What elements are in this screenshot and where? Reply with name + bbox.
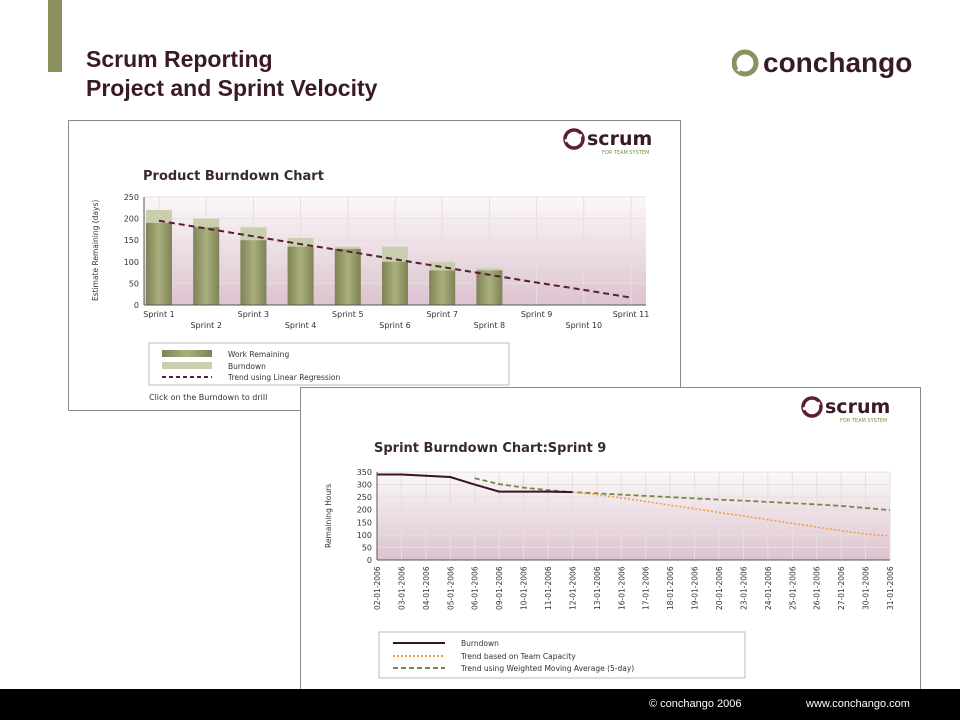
product-y-tick-label: 150 <box>124 236 139 245</box>
legend-label-wma: Trend using Weighted Moving Average (5-d… <box>460 664 634 673</box>
work-remaining-bar[interactable] <box>334 248 361 305</box>
title-line-1: Scrum Reporting <box>86 46 273 72</box>
product-x-tick-label: Sprint 5 <box>332 310 364 319</box>
sprint-x-tick-label: 24-01-2006 <box>764 566 773 610</box>
burndown-line <box>377 473 573 494</box>
sprint-x-tick-label: 11-01-2006 <box>544 566 553 610</box>
sprint-x-tick-label: 02-01-2006 <box>373 566 382 610</box>
legend-swatch-burndown <box>162 362 212 369</box>
scrum-badge-subtext: FOR TEAM SYSTEM <box>602 150 649 156</box>
sprint-x-tick-label: 05-01-2006 <box>446 566 455 610</box>
conchango-logo-mark-icon <box>732 49 759 77</box>
sprint-chart-title: Sprint Burndown Chart:Sprint 9 <box>374 441 606 456</box>
product-x-tick-label: Sprint 8 <box>474 321 506 330</box>
product-x-tick-label: Sprint 4 <box>285 321 317 330</box>
product-x-tick-label: Sprint 7 <box>426 310 458 319</box>
work-remaining-bar[interactable] <box>146 222 172 305</box>
legend-label-trend: Trend using Linear Regression <box>227 373 341 382</box>
product-y-tick-label: 200 <box>124 215 139 224</box>
sprint-x-tick-label: 18-01-2006 <box>666 566 675 610</box>
footer-copyright: © conchango 2006 <box>649 698 742 710</box>
scrum-badge: scrum FOR TEAM SYSTEM <box>563 128 652 156</box>
sprint-y-tick-label: 300 <box>357 481 372 490</box>
scrum-logo-icon <box>563 128 585 150</box>
work-remaining-bar[interactable] <box>287 246 314 305</box>
page-title: Scrum Reporting Project and Sprint Veloc… <box>86 45 377 103</box>
sprint-y-tick-label: 350 <box>357 468 372 477</box>
scrum-badge: scrum FOR TEAM SYSTEM <box>801 396 890 424</box>
product-x-tick-label: Sprint 11 <box>613 310 650 319</box>
sprint-y-axis-label: Remaining Hours <box>324 484 333 548</box>
scrum-badge-text: scrum <box>587 128 652 150</box>
product-x-tick-label: Sprint 10 <box>565 321 602 330</box>
sprint-burndown-panel: scrum FOR TEAM SYSTEM Sprint Burndown Ch… <box>300 387 921 691</box>
work-remaining-bar[interactable] <box>193 227 220 305</box>
legend-swatch-work-remaining <box>162 350 212 357</box>
scrum-badge-text: scrum <box>825 396 890 418</box>
legend-label-work-remaining: Work Remaining <box>228 350 289 359</box>
sprint-x-tick-label: 23-01-2006 <box>739 566 748 610</box>
conchango-logo-text: conchango <box>763 47 912 78</box>
product-y-tick-label: 250 <box>124 193 139 202</box>
footer-bar: © conchango 2006 www.conchango.com <box>0 689 960 720</box>
drill-hint-text[interactable]: Click on the Burndown to drill <box>149 393 267 402</box>
product-y-axis-label: Estimate Remaining (days) <box>91 200 100 301</box>
wma-trend-line <box>474 477 891 512</box>
sprint-x-tick-label: 31-01-2006 <box>886 566 895 610</box>
footer-url[interactable]: www.conchango.com <box>806 698 910 710</box>
accent-bar <box>48 0 62 72</box>
product-y-tick-label: 50 <box>129 279 139 288</box>
sprint-y-tick-label: 50 <box>362 543 372 552</box>
sprint-plot-area <box>377 472 890 560</box>
sprint-x-tick-label: 09-01-2006 <box>495 566 504 610</box>
sprint-x-tick-label: 26-01-2006 <box>813 566 822 610</box>
legend-label-sprint-burndown: Burndown <box>461 639 499 648</box>
legend-label-burndown: Burndown <box>228 362 266 371</box>
sprint-y-tick-label: 100 <box>357 531 372 540</box>
product-x-tick-label: Sprint 6 <box>379 321 411 330</box>
product-y-tick-label: 0 <box>134 301 139 310</box>
sprint-x-tick-label: 03-01-2006 <box>397 566 406 610</box>
sprint-y-tick-label: 0 <box>367 556 372 565</box>
scrum-logo-icon <box>801 396 823 418</box>
sprint-x-tick-label: 10-01-2006 <box>520 566 529 610</box>
sprint-x-tick-label: 13-01-2006 <box>593 566 602 610</box>
work-remaining-bar[interactable] <box>240 240 267 305</box>
sprint-x-tick-label: 06-01-2006 <box>471 566 480 610</box>
sprint-x-tick-label: 30-01-2006 <box>862 566 871 610</box>
sprint-x-tick-label: 20-01-2006 <box>715 566 724 610</box>
product-x-tick-label: Sprint 2 <box>190 321 222 330</box>
product-chart-title: Product Burndown Chart <box>143 169 324 184</box>
product-x-tick-label: Sprint 1 <box>143 310 175 319</box>
sprint-x-tick-label: 16-01-2006 <box>617 566 626 610</box>
work-remaining-bar[interactable] <box>382 261 408 305</box>
scrum-badge-subtext: FOR TEAM SYSTEM <box>840 418 887 424</box>
product-x-tick-label: Sprint 3 <box>238 310 270 319</box>
sprint-burndown-chart[interactable]: scrum FOR TEAM SYSTEM Sprint Burndown Ch… <box>301 388 920 690</box>
sprint-legend: Burndown Trend based on Team Capacity Tr… <box>378 631 746 679</box>
work-remaining-bar[interactable] <box>429 270 456 305</box>
product-burndown-panel: scrum FOR TEAM SYSTEM Product Burndown C… <box>68 120 681 411</box>
sprint-x-tick-label: 27-01-2006 <box>837 566 846 610</box>
product-y-tick-label: 100 <box>124 258 139 267</box>
title-line-2: Project and Sprint Velocity <box>86 75 378 101</box>
product-x-tick-label: Sprint 9 <box>521 310 553 319</box>
capacity-trend-line <box>572 491 891 537</box>
sprint-x-tick-label: 04-01-2006 <box>422 566 431 610</box>
sprint-y-tick-label: 150 <box>357 518 372 527</box>
sprint-x-tick-label: 19-01-2006 <box>691 566 700 610</box>
sprint-x-tick-label: 25-01-2006 <box>788 566 797 610</box>
sprint-y-tick-label: 200 <box>357 506 372 515</box>
sprint-y-tick-label: 250 <box>357 493 372 502</box>
conchango-logo: conchango <box>732 47 912 78</box>
sprint-x-tick-label: 12-01-2006 <box>568 566 577 610</box>
product-burndown-chart[interactable]: scrum FOR TEAM SYSTEM Product Burndown C… <box>69 121 680 410</box>
product-legend: Work Remaining Burndown Trend using Line… <box>148 342 510 386</box>
legend-label-capacity: Trend based on Team Capacity <box>460 652 576 661</box>
sprint-x-tick-label: 17-01-2006 <box>642 566 651 610</box>
